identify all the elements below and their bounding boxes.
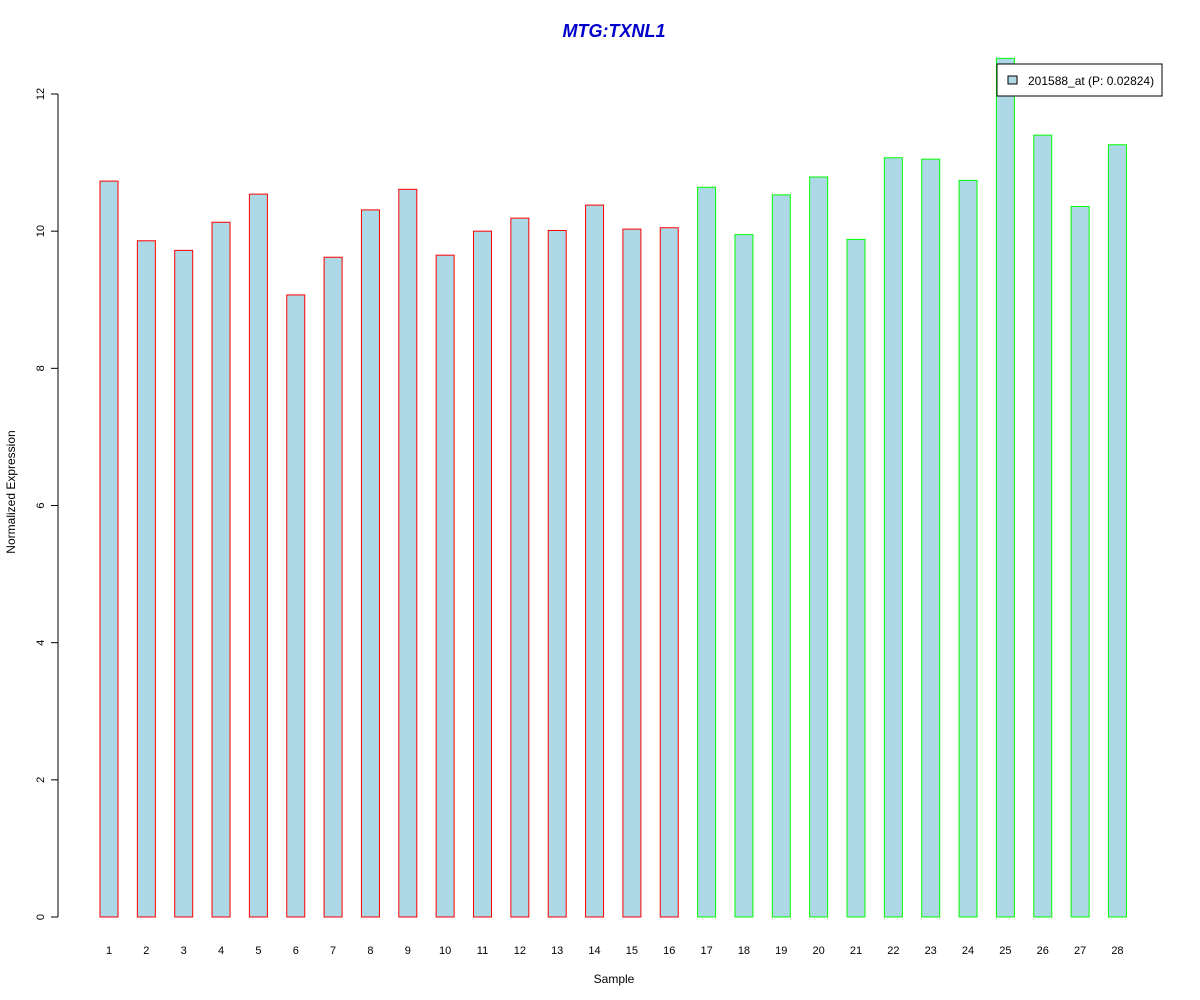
bar-sample-2 xyxy=(136,240,156,918)
x-tick-label: 7 xyxy=(330,945,336,957)
bar-sample-11 xyxy=(473,230,492,918)
y-axis: 0 2 4 6 8 10 12 xyxy=(35,88,59,920)
x-tick-label: 24 xyxy=(962,945,974,957)
x-tick-label: 17 xyxy=(700,945,712,957)
x-tick-label: 18 xyxy=(738,945,750,957)
x-tick-labels: 1 2 3 4 5 6 7 8 9 10 11 12 13 14 15 16 17 18 19 20 21 22 23 24 2… xyxy=(106,945,1124,957)
x-tick-label: 22 xyxy=(887,945,899,957)
x-tick-label: 1 xyxy=(106,945,112,957)
y-tick-label: 0 xyxy=(35,914,47,920)
bar-sample-8 xyxy=(360,209,380,918)
bar-sample-28 xyxy=(1107,144,1127,918)
x-tick-label: 19 xyxy=(775,945,787,957)
x-tick-label: 2 xyxy=(143,945,149,957)
x-tick-label: 3 xyxy=(181,945,187,957)
x-tick-label: 10 xyxy=(439,945,451,957)
bar-sample-18 xyxy=(734,234,754,918)
x-axis-label: Sample xyxy=(594,972,635,986)
legend-swatch xyxy=(1007,75,1018,85)
x-tick-label: 21 xyxy=(850,945,862,957)
x-tick-label: 13 xyxy=(551,945,563,957)
bar-sample-10 xyxy=(435,254,455,918)
x-tick-label: 23 xyxy=(925,945,937,957)
x-tick-label: 15 xyxy=(626,945,638,957)
y-axis-label: Normalized Expression xyxy=(4,430,18,553)
bar-sample-27 xyxy=(1070,205,1090,918)
bar-sample-24 xyxy=(958,179,978,918)
bar-sample-21 xyxy=(846,238,866,918)
bar-sample-25 xyxy=(995,57,1015,918)
x-tick-label: 9 xyxy=(405,945,411,957)
x-tick-label: 8 xyxy=(367,945,373,957)
x-tick-label: 6 xyxy=(293,945,299,957)
y-tick-label: 10 xyxy=(35,225,47,237)
x-tick-label: 20 xyxy=(813,945,825,957)
x-tick-label: 12 xyxy=(514,945,526,957)
y-tick-label: 4 xyxy=(35,640,47,646)
x-tick-label: 28 xyxy=(1111,945,1123,957)
chart-title: MTG:TXNL1 xyxy=(563,21,666,41)
x-tick-label: 26 xyxy=(1037,945,1049,957)
x-tick-label: 27 xyxy=(1074,945,1086,957)
y-tick-label: 2 xyxy=(35,777,47,783)
bar-sample-26 xyxy=(1033,134,1053,918)
x-tick-label: 14 xyxy=(588,945,600,957)
bar-sample-14 xyxy=(585,204,605,918)
x-tick-label: 25 xyxy=(999,945,1011,957)
y-tick-label: 6 xyxy=(35,502,47,508)
bar-sample-22 xyxy=(883,157,903,918)
bar-sample-17 xyxy=(697,186,717,918)
bar-sample-23 xyxy=(921,158,941,918)
bar-sample-9 xyxy=(398,188,418,918)
legend-label: 201588_at (P: 0.02824) xyxy=(1028,74,1154,88)
y-tick-label: 12 xyxy=(35,88,47,100)
legend: 201588_at (P: 0.02824) xyxy=(996,63,1163,97)
bar-sample-16 xyxy=(659,227,679,918)
bar-sample-13 xyxy=(547,229,567,918)
x-tick-label: 16 xyxy=(663,945,675,957)
bar-sample-19 xyxy=(771,194,791,918)
bars xyxy=(99,57,1127,918)
bar-sample-6 xyxy=(286,294,306,918)
bar-sample-7 xyxy=(323,256,343,918)
bar-sample-12 xyxy=(510,217,530,918)
bar-sample-20 xyxy=(809,176,829,918)
bar-sample-4 xyxy=(211,221,231,918)
bar-sample-1 xyxy=(99,180,119,918)
y-tick-label: 8 xyxy=(35,365,47,371)
legend-box xyxy=(996,63,1163,97)
x-tick-label: 5 xyxy=(255,945,261,957)
bar-sample-5 xyxy=(248,193,268,918)
x-tick-label: 11 xyxy=(477,945,488,957)
bar-sample-3 xyxy=(174,249,194,918)
x-tick-label: 4 xyxy=(218,945,224,957)
bar-sample-15 xyxy=(622,228,642,918)
